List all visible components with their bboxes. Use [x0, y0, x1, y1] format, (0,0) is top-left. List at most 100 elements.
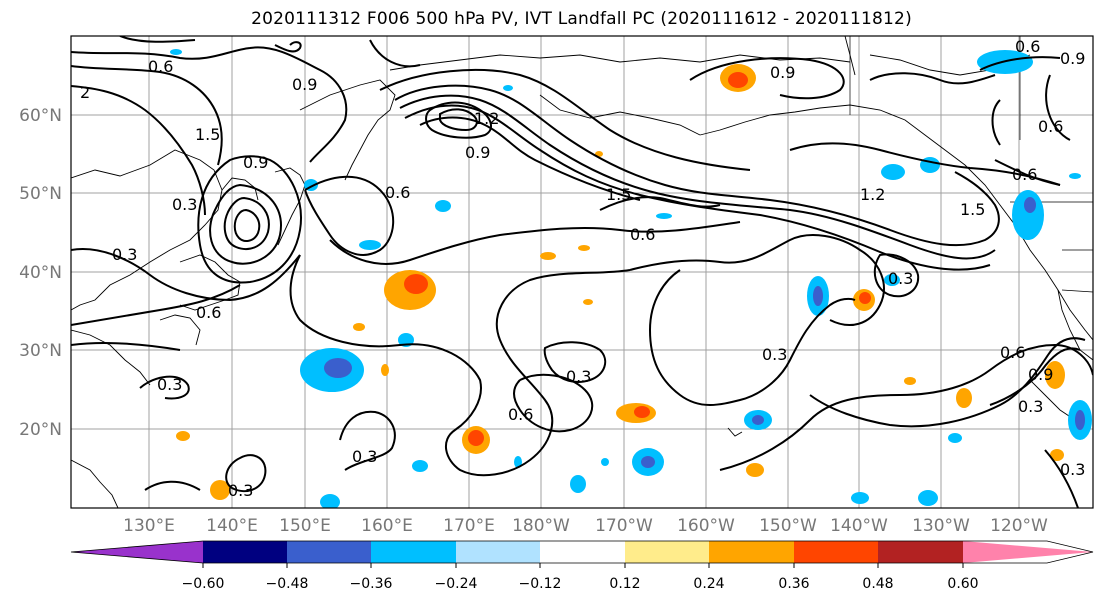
lon-label: 130°E — [123, 516, 175, 536]
lat-label: 50°N — [19, 184, 62, 204]
positive-patch — [904, 377, 916, 385]
colorbar-segment — [287, 541, 371, 563]
negative-patch — [744, 410, 772, 430]
contour-label: 0.6 — [196, 303, 221, 322]
positive-patch — [540, 252, 556, 260]
contour-label: 0.9 — [770, 63, 795, 82]
contour-label: 0.3 — [762, 345, 787, 364]
contour-label: 0.3 — [172, 195, 197, 214]
negative-patch — [1012, 190, 1044, 240]
contour-label: 0.9 — [243, 153, 268, 172]
contour-label: 1.5 — [195, 125, 220, 144]
colorbar-segment — [794, 541, 878, 563]
negative-patch — [570, 475, 586, 493]
colorbar-segment — [963, 541, 1093, 563]
lat-label: 30°N — [19, 341, 62, 361]
contour-label: 0.3 — [1060, 460, 1085, 479]
contour-label: 0.3 — [888, 269, 913, 288]
lon-label: 160°E — [361, 516, 413, 536]
negative-patch — [918, 490, 938, 506]
colorbar-tick-label: −0.36 — [350, 576, 393, 592]
positive-patch — [210, 480, 230, 500]
positive-patch — [720, 64, 756, 92]
negative-patch — [1068, 400, 1092, 440]
positive-patch — [616, 403, 656, 423]
pv-contours — [71, 36, 1093, 508]
negative-patch — [881, 164, 905, 180]
lon-label: 170°E — [443, 516, 495, 536]
positive-patch — [578, 245, 590, 251]
gridlines — [71, 36, 1093, 508]
lon-label: 150°E — [279, 516, 331, 536]
contour-label: 0.6 — [1015, 37, 1040, 56]
contour-label: 0.9 — [465, 143, 490, 162]
negative-patch — [300, 348, 364, 392]
lon-label: 140°W — [830, 516, 888, 536]
negative-patch — [807, 276, 829, 316]
contour-label: 0.3 — [112, 245, 137, 264]
colorbar-tick-label: 0.24 — [693, 576, 724, 592]
contour-label: 0.6 — [1038, 117, 1063, 136]
negative-patch — [170, 49, 182, 55]
lon-label: 180°W — [512, 516, 570, 536]
positive-patch — [1045, 361, 1065, 389]
contour-label: 0.6 — [1012, 165, 1037, 184]
contour-label: 0.9 — [1060, 49, 1085, 68]
negative-patch — [359, 240, 381, 250]
contour-label: 0.9 — [292, 75, 317, 94]
colorbar-segment — [371, 541, 456, 563]
colorbar-tick-label: −0.60 — [182, 576, 225, 592]
negative-patch — [514, 456, 522, 468]
positive-patch — [1050, 449, 1064, 461]
colorbar-tick-label: 0.36 — [778, 576, 809, 592]
positive-patch — [853, 289, 875, 311]
positive-patch — [353, 323, 365, 331]
negative-patch — [503, 85, 513, 91]
positive-patch — [176, 431, 190, 441]
contour-label: 0.3 — [157, 375, 182, 394]
contour-label: 0.3 — [566, 367, 591, 386]
colorbar-tick-label: 0.48 — [862, 576, 893, 592]
lon-label: 120°W — [990, 516, 1048, 536]
colorbar-tick-label: 0.12 — [609, 576, 640, 592]
colorbar-segment — [625, 541, 709, 563]
colorbar-segment — [71, 541, 203, 563]
map-title: 2020111312 F006 500 hPa PV, IVT Landfall… — [251, 9, 912, 29]
positive-patch — [384, 270, 436, 310]
contour-label: 0.6 — [1000, 343, 1025, 362]
lon-label: 150°W — [759, 516, 817, 536]
negative-patch — [601, 458, 609, 466]
contour-label: 0.6 — [148, 57, 173, 76]
negative-patch — [851, 492, 869, 504]
ivt-pc-shading — [170, 49, 1092, 508]
negative-patch — [1069, 173, 1081, 179]
contour-label: 1.2 — [860, 185, 885, 204]
negative-patch — [656, 213, 672, 219]
colorbar-segment — [203, 541, 287, 563]
map-frame — [70, 35, 1094, 509]
positive-patch — [583, 299, 593, 305]
lon-label: 130°W — [912, 516, 970, 536]
contour-label: 2 — [80, 83, 90, 102]
colorbar-tick-label: −0.24 — [435, 576, 478, 592]
lat-label: 20°N — [19, 420, 62, 440]
lat-label: 40°N — [19, 263, 62, 283]
contour-label: 0.6 — [630, 225, 655, 244]
colorbar-tick-label: −0.12 — [519, 576, 562, 592]
coastlines — [71, 36, 1093, 508]
positive-patch — [956, 388, 972, 408]
contour-label: 0.9 — [1028, 365, 1053, 384]
contour-labels: 0.6 0.9 2 1.5 0.9 0.3 0.3 0.6 1.2 0.9 1.… — [80, 37, 1085, 500]
colorbar-segment — [878, 541, 963, 563]
negative-patch — [412, 460, 428, 472]
lon-label: 160°W — [677, 516, 735, 536]
negative-patch — [435, 200, 451, 212]
colorbar-tick-labels: −0.60 −0.48 −0.36 −0.24 −0.12 0.12 0.24 … — [182, 576, 979, 592]
negative-patch — [884, 274, 900, 286]
negative-patch — [320, 494, 340, 508]
contour-label: 0.3 — [352, 447, 377, 466]
contour-label: 0.6 — [385, 183, 410, 202]
colorbar-tick-label: 0.60 — [947, 576, 978, 592]
positive-patch — [462, 426, 490, 454]
